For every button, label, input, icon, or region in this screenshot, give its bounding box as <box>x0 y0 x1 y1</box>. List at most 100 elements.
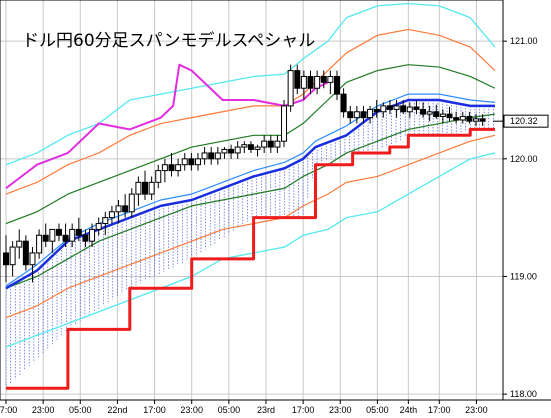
candle-body <box>188 158 195 166</box>
candle-body <box>426 111 433 115</box>
candle-body <box>22 240 29 266</box>
candle-body <box>82 234 89 242</box>
current-price-label: 120.32 <box>510 116 538 126</box>
candle-body <box>36 234 43 254</box>
series-line-ma <box>5 93 496 287</box>
candle-body <box>353 111 360 119</box>
x-tick-label: 17:00 <box>143 405 166 415</box>
candle-body <box>406 106 413 113</box>
candle-body <box>234 146 241 154</box>
series-line-bb1_lower <box>5 113 496 289</box>
candle-body <box>42 234 49 242</box>
candle-body <box>247 144 254 150</box>
candle-body <box>181 158 188 166</box>
candle-body <box>241 144 248 148</box>
candle-body <box>9 246 16 266</box>
candle-body <box>386 105 393 110</box>
candle-body <box>55 228 62 236</box>
x-tick-label: 22nd <box>107 405 127 415</box>
candle-body <box>175 164 182 172</box>
cloud-hatch <box>5 100 494 389</box>
x-tick-label: 23:00 <box>329 405 352 415</box>
series-line-lag <box>5 63 329 190</box>
series-line-span_b <box>6 127 495 390</box>
x-tick-label: 05:00 <box>366 405 389 415</box>
chart-title: ドル円60分足スパンモデルスペシャル <box>22 30 315 51</box>
series-line-bb2_lower <box>5 134 496 319</box>
candle-body <box>3 252 9 266</box>
candle-body <box>373 108 380 113</box>
candle-body <box>314 75 321 89</box>
candle-body <box>115 205 122 213</box>
candle-body <box>360 111 367 119</box>
candle-body <box>274 140 281 148</box>
x-tick-label: 17:00 <box>292 405 315 415</box>
candle-body <box>479 118 486 122</box>
candle-body <box>29 252 36 266</box>
candle-body <box>102 217 109 225</box>
x-tick-label: 05:00 <box>218 405 241 415</box>
x-tick-label: 23:00 <box>180 405 203 415</box>
candle-body <box>281 105 288 142</box>
candle-body <box>453 117 460 121</box>
y-tick-label: 120.00 <box>510 154 538 164</box>
x-tick-label: 17:00 <box>428 405 451 415</box>
candle-body <box>294 70 301 89</box>
candle-body <box>459 115 466 121</box>
candle-body <box>473 118 480 122</box>
series-line-bb3_lower <box>5 152 496 348</box>
x-tick-label: 23:00 <box>465 405 488 415</box>
candle-body <box>439 113 446 117</box>
x-tick-label: 17:00 <box>0 405 17 415</box>
y-axis-ticks: 121.00 120.00 119.00 118.00 <box>503 36 538 399</box>
candle-body <box>333 75 340 95</box>
candle-body <box>380 105 387 113</box>
candle-body <box>148 181 155 195</box>
y-tick-label: 121.00 <box>510 36 538 46</box>
candle-body <box>433 111 440 117</box>
candle-body <box>214 152 221 160</box>
candle-body <box>466 115 473 122</box>
candle-body <box>75 228 82 236</box>
grid-lines <box>0 0 503 400</box>
y-tick-label: 118.00 <box>510 389 537 399</box>
current-price-marker: 120.32 <box>493 114 549 128</box>
series-line-bb1_upper <box>5 64 496 225</box>
series-line-bb2_upper <box>5 28 496 195</box>
x-tick-label: 24th <box>400 405 418 415</box>
candle-body <box>300 75 307 89</box>
candle-body <box>320 75 327 83</box>
candle-body <box>194 158 201 166</box>
candle-body <box>327 75 334 83</box>
candle-body <box>347 111 354 119</box>
candle-body <box>340 93 347 113</box>
current-price-box <box>503 114 549 128</box>
candle-body <box>161 164 168 172</box>
candlesticks <box>3 64 486 283</box>
series-line-bb3_upper <box>5 2 496 166</box>
candle-body <box>122 205 129 213</box>
candle-body <box>155 170 162 183</box>
candle-body <box>420 108 427 115</box>
x-tick-label: 23:00 <box>32 405 55 415</box>
candle-body <box>221 148 228 154</box>
candle-body <box>89 228 96 242</box>
series-lines <box>5 2 496 390</box>
candle-body <box>128 193 135 213</box>
x-tick-label: 05:00 <box>69 405 92 415</box>
candle-body <box>201 152 208 160</box>
candle-body <box>208 152 215 160</box>
candle-body <box>413 106 420 110</box>
candle-body <box>254 146 261 150</box>
x-axis-ticks: 17:00 23:00 05:00 22nd 17:00 23:00 05:00 23rd 17… <box>0 400 488 415</box>
candle-body <box>307 75 314 89</box>
candle-body <box>135 181 142 195</box>
candle-body <box>393 105 400 110</box>
candle-body <box>400 105 407 113</box>
x-tick-label: 23rd <box>257 405 275 415</box>
candle-body <box>49 228 56 242</box>
candle-body <box>95 223 102 230</box>
